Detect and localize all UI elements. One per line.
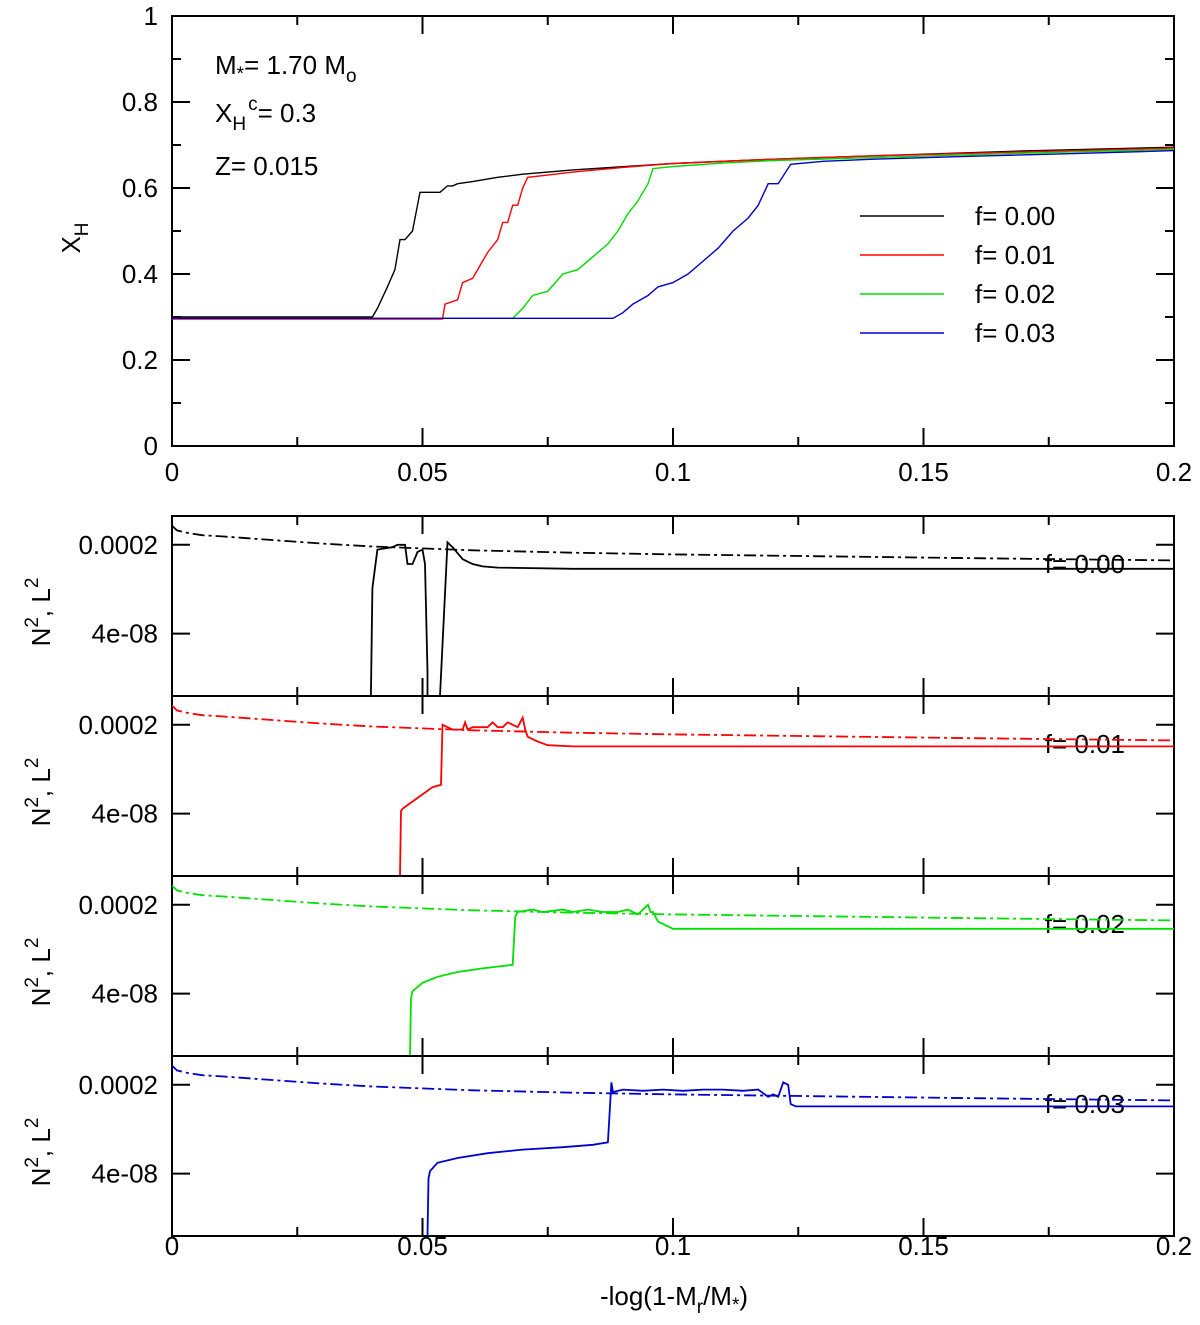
xh-prefix: X <box>215 98 232 128</box>
xh-sup: c <box>248 94 258 115</box>
y-label-sup2: 2 <box>22 578 43 589</box>
y-label-mid: , L <box>26 588 56 617</box>
x-tick-label: 0.05 <box>397 1231 448 1261</box>
y-tick-label: 0.2 <box>122 345 158 375</box>
mass-annotation: M*= 1.70 Mo <box>215 50 357 87</box>
series-line-f-0-03 <box>172 149 1175 319</box>
x-tick-label: 0.05 <box>397 457 448 487</box>
xh-sub: H <box>232 114 246 135</box>
x-tick-label: 0.1 <box>655 1231 691 1261</box>
mass-prefix: M <box>215 50 237 80</box>
legend-label-f-0-00: f= 0.00 <box>975 201 1055 231</box>
y-tick-label: 0 <box>144 431 158 461</box>
y-label-mid: , L <box>26 948 56 977</box>
mass-value: = 1.70 M <box>244 50 346 80</box>
y-tick-label: 4e-08 <box>92 619 159 649</box>
y-label-n: N <box>26 628 56 647</box>
x-tick-label: 0.1 <box>655 457 691 487</box>
y-label-n: N <box>26 988 56 1007</box>
panel-f-label: f= 0.03 <box>1045 1089 1125 1119</box>
lamb-frequency-line <box>172 524 1174 562</box>
y-label-mid: , L <box>26 768 56 797</box>
y-label-sup1: 2 <box>22 977 43 988</box>
y-label-n: N <box>26 808 56 827</box>
lamb-frequency-line <box>172 1064 1174 1102</box>
y-tick-label: 0.8 <box>122 87 158 117</box>
panel-frame <box>171 515 1175 697</box>
y-label-sup1: 2 <box>22 797 43 808</box>
y-axis-label-xh: XH <box>56 222 93 253</box>
y-tick-label: 0.4 <box>122 259 158 289</box>
panel-y-axis-label: N2, L2 <box>22 1118 56 1187</box>
y-label-sup1: 2 <box>22 1157 43 1168</box>
y-label-mid: , L <box>26 1128 56 1157</box>
top-ticks: 0 0.2 0.4 0.6 0.8 1 0 0.05 0.1 0.15 0.2 <box>122 1 1192 487</box>
x-tick-label: 0.2 <box>1156 457 1192 487</box>
y-tick-label: 4e-08 <box>92 1159 159 1189</box>
y-tick-label: 0.0002 <box>78 530 158 560</box>
panel-y-axis-label: N2, L2 <box>22 758 56 827</box>
y-axis-label-sub: H <box>72 222 93 236</box>
legend: f= 0.00 f= 0.01 f= 0.02 f= 0.03 <box>860 201 1055 348</box>
brunt-vaisala-line <box>370 540 1174 696</box>
brunt-vaisala-line <box>409 903 1174 1056</box>
lamb-frequency-line <box>172 884 1174 922</box>
y-tick-label: 1 <box>144 1 158 31</box>
x-tick-label: 0.2 <box>1156 1231 1192 1261</box>
panel-y-axis-label: N2, L2 <box>22 938 56 1007</box>
y-tick-label: 0.0002 <box>78 1070 158 1100</box>
y-label-sup1: 2 <box>22 617 43 628</box>
panel-frame <box>171 695 1175 877</box>
panel-frame <box>171 875 1175 1057</box>
y-tick-label: 4e-08 <box>92 979 159 1009</box>
panel-f-label: f= 0.00 <box>1045 549 1125 579</box>
brunt-vaisala-line <box>426 1081 1174 1236</box>
y-tick-label: 4e-08 <box>92 799 159 829</box>
panel-f-label: f= 0.02 <box>1045 909 1125 939</box>
xh-center-annotation: XHc= 0.3 <box>215 94 316 135</box>
series-line-f-0-01 <box>172 147 1175 320</box>
panel-y-axis-label: N2, L2 <box>22 578 56 647</box>
x-axis-label-suffix: ) <box>739 1281 748 1311</box>
legend-label-f-0-01: f= 0.01 <box>975 240 1055 270</box>
x-tick-label: 0 <box>165 1231 179 1261</box>
x-tick-label: 0.15 <box>898 1231 949 1261</box>
top-plot-frame <box>171 15 1175 447</box>
x-axis-label-sub2: * <box>732 1295 740 1316</box>
x-tick-label: 0 <box>165 457 179 487</box>
x-tick-label: 0.15 <box>898 457 949 487</box>
y-label-sup2: 2 <box>22 758 43 769</box>
y-label-n: N <box>26 1168 56 1187</box>
x-axis-label: -log(1-Mr/M*) <box>600 1281 748 1318</box>
mass-sun: o <box>346 66 357 87</box>
x-axis-label-mid: /M <box>703 1281 732 1311</box>
y-tick-label: 0.0002 <box>78 890 158 920</box>
legend-label-f-0-02: f= 0.02 <box>975 279 1055 309</box>
mass-star: * <box>237 64 245 85</box>
legend-label-f-0-03: f= 0.03 <box>975 318 1055 348</box>
hydrogen-profile-panel: 00.20.40.60.810 0.05 0.1 0.15 0.2 f= 0.00f= … <box>56 1 1192 487</box>
x-axis-label-sub1: r <box>697 1297 704 1318</box>
y-tick-label: 0.0002 <box>78 710 158 740</box>
y-axis-label-main: X <box>56 236 86 253</box>
metallicity-annotation: Z= 0.015 <box>215 151 318 181</box>
y-label-sup2: 2 <box>22 1118 43 1129</box>
x-axis-label-prefix: -log(1-M <box>600 1281 697 1311</box>
y-label-sup2: 2 <box>22 938 43 949</box>
top-series <box>172 146 1175 320</box>
brunt-vaisala-line <box>399 714 1174 876</box>
panel-frame <box>171 1055 1175 1237</box>
panel-f-label: f= 0.01 <box>1045 729 1125 759</box>
xh-value: = 0.3 <box>258 98 317 128</box>
lamb-frequency-line <box>172 704 1174 742</box>
y-tick-label: 0.6 <box>122 173 158 203</box>
series-line-f-0-02 <box>172 148 1175 319</box>
